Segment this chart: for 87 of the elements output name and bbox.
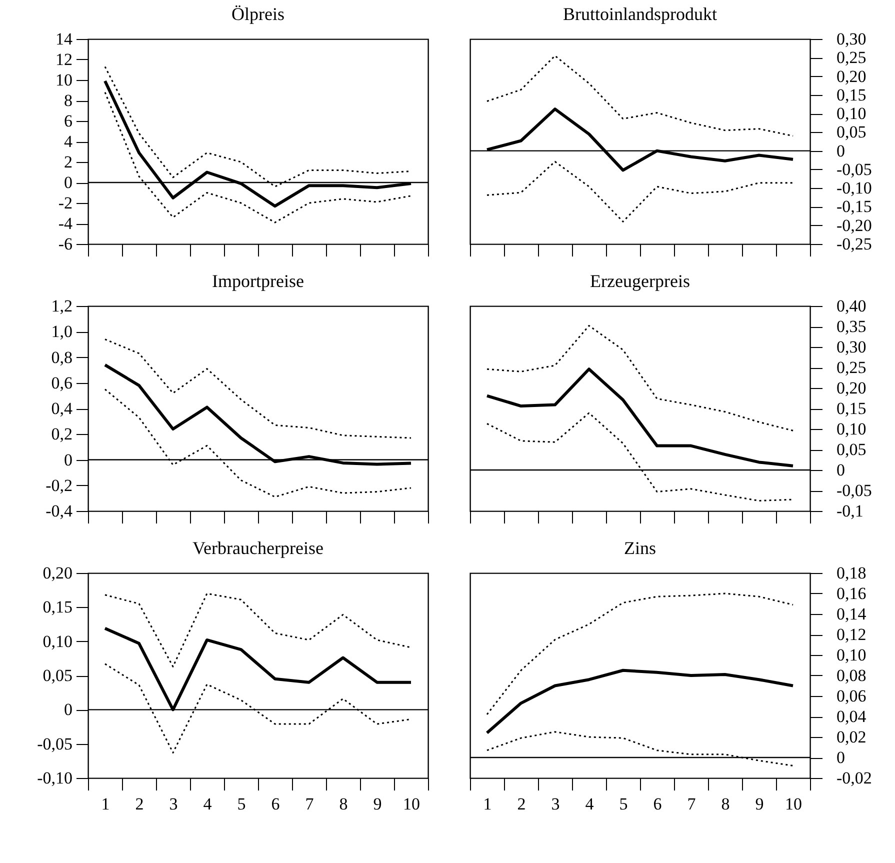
y-tick-label: 0 (64, 173, 72, 192)
y-tick-label: -0,20 (836, 216, 872, 235)
y-tick-label: 0,20 (42, 564, 72, 582)
y-tick-label: 0,2 (51, 424, 72, 444)
y-tick-label: -0,25 (836, 234, 872, 254)
y-tick-label: 14 (56, 30, 73, 48)
x-tick-label: 9 (373, 794, 382, 814)
x-tick-label: 7 (305, 794, 314, 814)
chart-title: Erzeugerpreis (590, 271, 690, 291)
y-tick-label: 0,12 (836, 625, 866, 644)
x-tick-label: 8 (339, 794, 348, 814)
y-tick-label: -0,10 (836, 178, 872, 198)
y-tick-label: 0,6 (51, 373, 72, 392)
y-tick-label: 1,2 (51, 296, 72, 316)
y-tick-label: -0,1 (836, 502, 864, 520)
y-tick-label: 0,16 (836, 584, 866, 603)
y-tick-label: 0,8 (51, 348, 72, 367)
y-tick-label: 8 (64, 91, 72, 110)
y-tick-label: -0,05 (37, 734, 72, 754)
y-tick-label: 0,10 (836, 420, 866, 438)
y-tick-label: 0,10 (836, 104, 866, 124)
x-tick-label: 6 (271, 794, 280, 814)
y-tick-label: 6 (64, 112, 72, 130)
y-tick-label: -0,05 (836, 481, 872, 500)
y-tick-label: 0,35 (836, 317, 866, 336)
y-tick-label: -4 (58, 214, 73, 233)
y-tick-label: -0,02 (836, 768, 872, 788)
chart-title: Zins (624, 538, 656, 558)
y-tick-label: 0,02 (836, 728, 866, 746)
y-tick-label: 0,25 (836, 48, 866, 68)
y-tick-label: 12 (56, 50, 72, 69)
y-tick-label: 0,05 (42, 666, 72, 685)
y-tick-label: 0,15 (42, 598, 72, 617)
y-tick-label: 0,4 (51, 399, 73, 418)
x-tick-label: 10 (785, 794, 802, 814)
y-tick-label: 0,20 (836, 66, 866, 86)
y-tick-label: 0,20 (836, 378, 866, 398)
y-tick-label: 0 (64, 700, 72, 720)
x-tick-label: 8 (721, 794, 730, 814)
y-tick-label: 0 (64, 450, 72, 470)
chart-title: Verbraucherpreise (192, 538, 324, 558)
y-tick-label: 0,06 (836, 686, 866, 706)
y-tick-label: 0,10 (42, 632, 72, 651)
x-tick-label: 5 (237, 794, 246, 814)
y-tick-label: 0,14 (836, 604, 867, 624)
y-tick-label: 0,10 (836, 646, 866, 664)
chart-title: Ölpreis (232, 4, 284, 24)
y-tick-label: 0 (836, 141, 845, 160)
x-tick-label: 1 (483, 794, 492, 814)
y-tick-label: 0,30 (836, 30, 866, 48)
y-tick-label: 0,05 (836, 440, 866, 459)
y-tick-label: -0,15 (836, 197, 872, 216)
y-tick-label: -0,2 (46, 476, 72, 495)
y-tick-label: -0,4 (46, 502, 73, 520)
y-tick-label: 0,25 (836, 358, 866, 377)
y-tick-label: 0,05 (836, 122, 866, 142)
x-tick-label: 3 (551, 794, 560, 814)
y-tick-label: 2 (64, 152, 72, 172)
y-tick-label: 1,0 (51, 322, 72, 342)
y-tick-label: 0,08 (836, 666, 866, 685)
x-tick-label: 1 (101, 794, 110, 814)
y-tick-label: 0,30 (836, 338, 866, 356)
x-tick-label: 6 (653, 794, 662, 814)
y-tick-label: -0,05 (836, 160, 872, 179)
x-tick-label: 2 (135, 794, 144, 814)
x-tick-label: 3 (169, 794, 178, 814)
y-tick-label: 0,15 (836, 399, 866, 418)
y-tick-label: 0,04 (836, 707, 867, 726)
x-tick-label: 4 (203, 794, 212, 814)
y-tick-label: 0 (836, 748, 845, 767)
x-tick-label: 4 (585, 794, 594, 814)
y-tick-label: 10 (56, 70, 72, 90)
y-tick-label: 0,15 (836, 85, 866, 104)
chart-title: Importpreise (212, 271, 304, 291)
chart-title: Bruttoinlandsprodukt (563, 4, 717, 24)
x-tick-label: 5 (619, 794, 628, 814)
y-tick-label: 0,40 (836, 296, 866, 316)
x-tick-label: 7 (687, 794, 696, 814)
y-tick-label: -0,10 (37, 768, 72, 788)
y-tick-label: -2 (58, 194, 72, 212)
y-tick-label: 4 (64, 132, 73, 151)
x-tick-label: 9 (755, 794, 764, 814)
y-tick-label: -6 (58, 234, 72, 254)
y-tick-label: 0 (836, 460, 845, 480)
x-tick-label: 10 (403, 794, 420, 814)
y-tick-label: 0,18 (836, 564, 866, 582)
x-tick-label: 2 (517, 794, 526, 814)
